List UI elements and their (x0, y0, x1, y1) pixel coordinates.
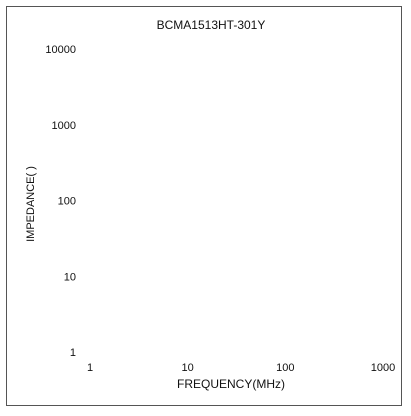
x-tick-label: 100 (276, 362, 294, 374)
chart-title: BCMA1513HT-301Y (157, 18, 266, 32)
x-tick-label: 1 (87, 362, 93, 374)
y-tick-label: 10000 (45, 44, 76, 56)
x-tick-label: 1000 (371, 362, 395, 374)
x-tick-label: 10 (182, 362, 194, 374)
y-axis-label: IMPEDANCE( ) (25, 166, 37, 242)
x-axis-label: FREQUENCY(MHz) (177, 377, 285, 391)
chart-frame (6, 6, 402, 406)
y-axis-ticks: 10000 1000 100 10 1 (45, 44, 76, 359)
x-axis-ticks: 1 10 100 1000 (87, 362, 395, 374)
y-tick-label: 1000 (52, 120, 76, 132)
y-tick-label: 1 (70, 347, 76, 359)
y-tick-label: 10 (64, 271, 76, 283)
y-tick-label: 100 (58, 196, 76, 208)
